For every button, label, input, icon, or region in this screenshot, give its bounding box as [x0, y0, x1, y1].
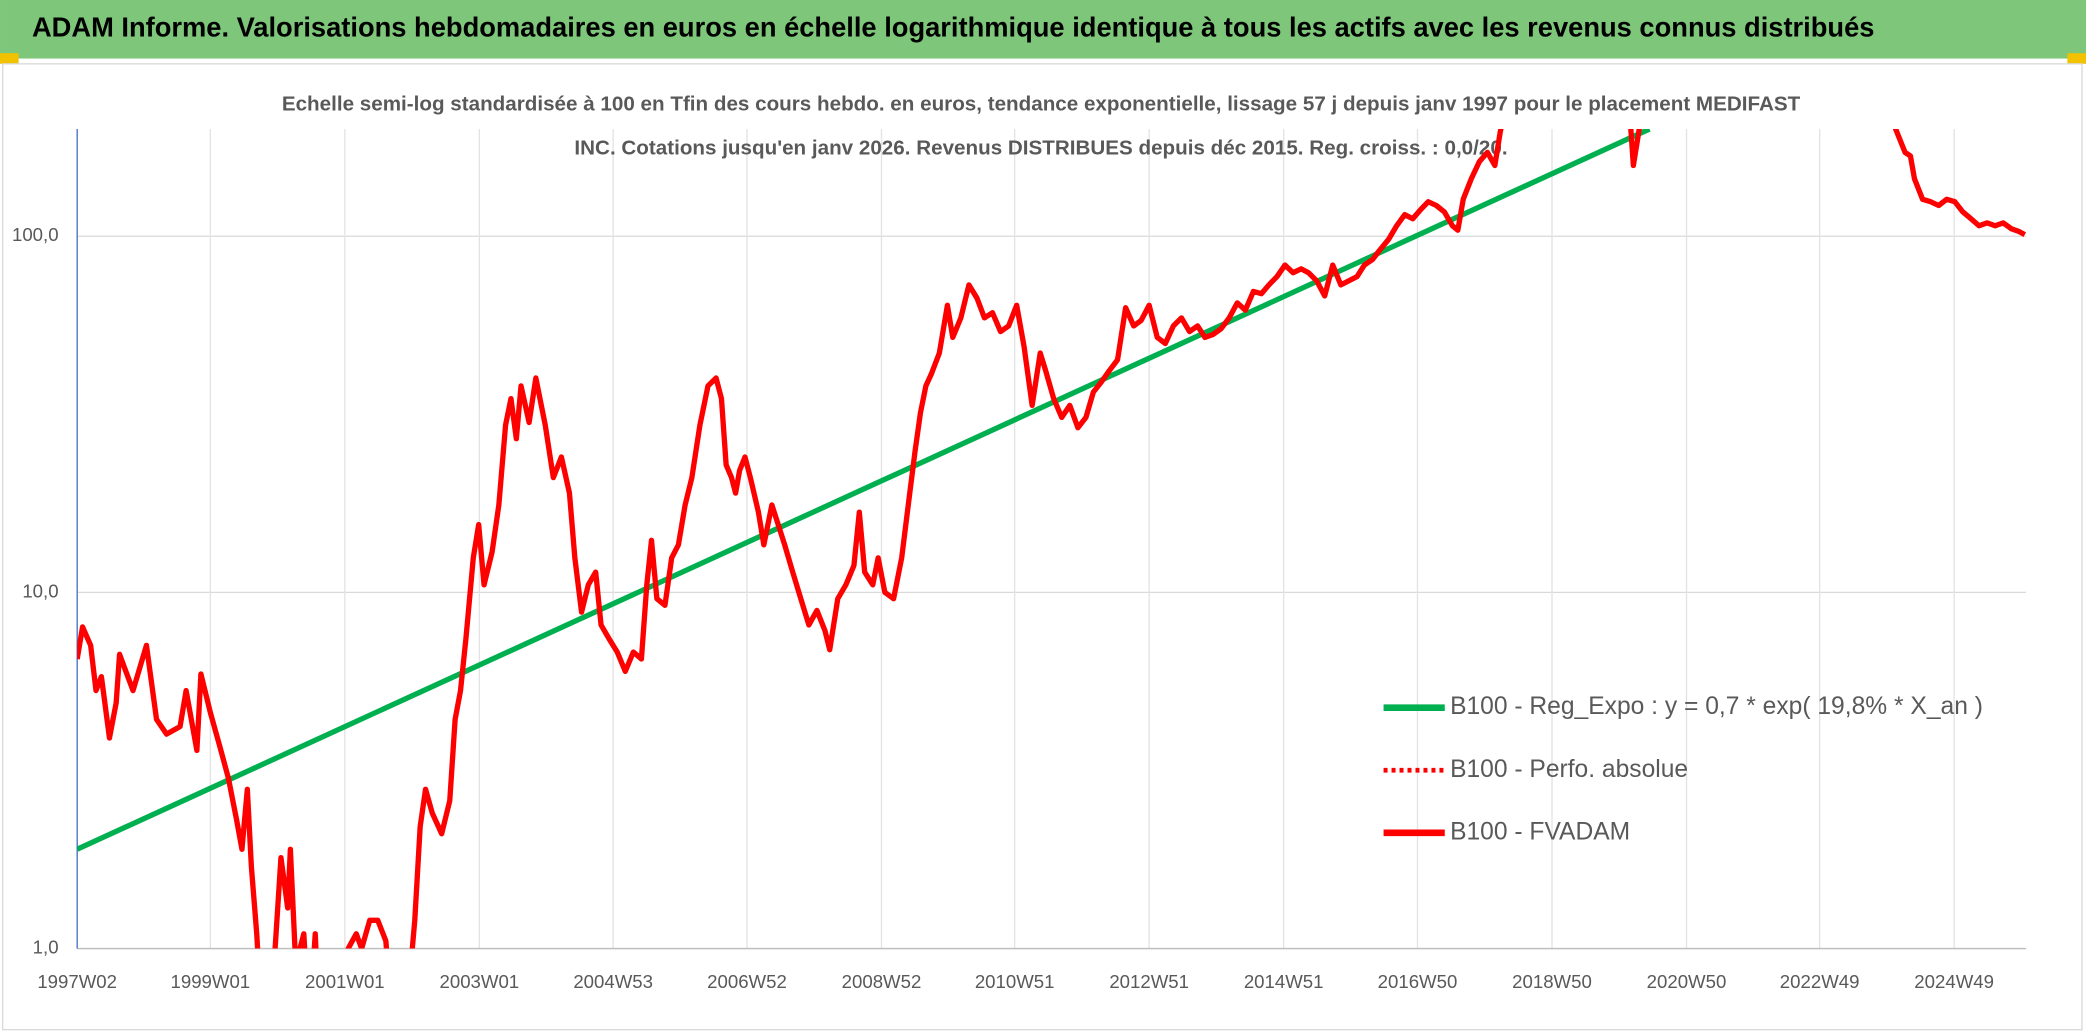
- title-bar: [0, 0, 2086, 59]
- x-tick-label: 2022W49: [1780, 971, 1860, 992]
- legend-label: B100 - Perfo. absolue: [1450, 756, 1688, 783]
- chart-frame: [2, 63, 2083, 1031]
- series-line: [77, 129, 2027, 949]
- x-tick-label: 2001W01: [305, 971, 385, 992]
- x-tick-label: 2010W51: [975, 971, 1055, 992]
- x-tick-label: 1997W02: [37, 971, 117, 992]
- subtitle-box: Echelle semi-log standardisée à 100 en T…: [281, 93, 1801, 160]
- x-tick-label: 1999W01: [171, 971, 251, 992]
- x-tick-label: 2024W49: [1914, 971, 1994, 992]
- x-tick-label: 2004W53: [573, 971, 653, 992]
- x-tick-label: 2012W51: [1109, 971, 1189, 992]
- series-line: [77, 129, 1651, 852]
- grid: 1,0 10,0 100,0 1997W02 1999W01 2001W01 2003W01…: [12, 129, 2027, 992]
- x-tick-label: 2020W50: [1647, 971, 1727, 992]
- legend-label: B100 - FVADAM: [1450, 818, 1630, 845]
- x-tick-label: 2016W50: [1378, 971, 1458, 992]
- plot-area: [77, 129, 2027, 949]
- x-tick-label: 2008W52: [842, 971, 922, 992]
- x-tick-label: 2003W01: [440, 971, 520, 992]
- x-tick-label: 2014W51: [1244, 971, 1324, 992]
- x-tick-label: 2018W50: [1512, 971, 1592, 992]
- y-tick-label: 100,0: [12, 224, 59, 245]
- y-tick-label: 10,0: [22, 580, 58, 601]
- legend: B100 - Reg_Expo : y = 0,7 * exp( 19,8% *…: [1383, 693, 1983, 845]
- chart-subtitle: Echelle semi-log standardisée à 100 en T…: [281, 93, 1801, 160]
- y-tick-label: 1,0: [33, 936, 59, 957]
- corner-mark: [2067, 53, 2086, 64]
- legend-label: B100 - Reg_Expo : y = 0,7 * exp( 19,8% *…: [1450, 693, 1983, 720]
- corner-mark: [0, 53, 19, 64]
- x-tick-label: 2006W52: [707, 971, 787, 992]
- page-title: ADAM Informe. Valorisations hebdomadaire…: [32, 12, 1875, 43]
